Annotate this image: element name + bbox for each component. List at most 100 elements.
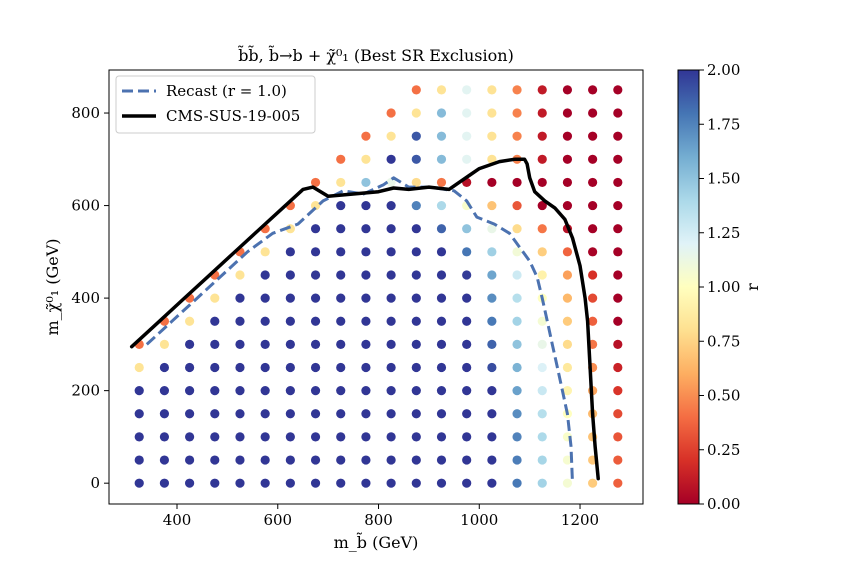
scatter-point: [613, 85, 623, 95]
scatter-point: [411, 177, 421, 188]
scatter-point: [260, 432, 270, 442]
scatter-point: [285, 386, 295, 396]
scatter-point: [411, 108, 421, 118]
scatter-point: [235, 455, 245, 465]
scatter-point: [487, 316, 497, 326]
scatter-point: [210, 386, 220, 396]
colorbar-ticks: 0.00 0.25 0.50 0.75 1.00 1.25 1.50 1.75 2.00: [699, 61, 740, 513]
scatter-point: [361, 409, 371, 419]
scatter-points: [134, 85, 623, 488]
scatter-point: [285, 339, 295, 349]
scatter-point: [537, 131, 547, 141]
scatter-point: [562, 478, 573, 488]
scatter-point: [588, 293, 598, 303]
scatter-point: [386, 131, 396, 141]
scatter-point: [436, 108, 447, 118]
colorbar-tick-label: 1.25: [707, 224, 740, 242]
scatter-point: [613, 247, 623, 257]
colorbar-tick-label: 2.00: [707, 61, 740, 79]
scatter-point: [235, 386, 245, 396]
scatter-point: [512, 455, 522, 465]
colorbar-tick-label: 0.25: [707, 441, 740, 459]
scatter-point: [310, 339, 321, 349]
scatter-point: [386, 455, 396, 465]
scatter-point: [487, 362, 497, 373]
scatter-point: [411, 362, 421, 373]
scatter-point: [134, 362, 144, 373]
scatter-point: [537, 478, 547, 488]
scatter-point: [134, 478, 144, 488]
scatter-point: [462, 432, 472, 442]
scatter-point: [487, 293, 497, 303]
scatter-point: [512, 339, 522, 349]
scatter-point: [436, 293, 447, 303]
scatter-point: [386, 270, 396, 280]
scatter-point: [512, 177, 522, 188]
scatter-point: [436, 247, 447, 257]
scatter-point: [260, 455, 270, 465]
scatter-point: [462, 362, 472, 373]
scatter-point: [336, 478, 346, 488]
scatter-point: [386, 409, 396, 419]
scatter-point: [134, 455, 144, 465]
chart-title: b̃b̃, b̃→b + χ̃⁰₁ (Best SR Exclusion): [238, 45, 514, 65]
scatter-point: [159, 339, 170, 349]
colorbar-tick-label: 1.50: [707, 170, 740, 188]
scatter-point: [462, 85, 472, 95]
scatter-point: [562, 362, 573, 373]
scatter-point: [562, 339, 573, 349]
scatter-point: [260, 409, 270, 419]
scatter-point: [462, 154, 472, 164]
scatter-point: [361, 455, 371, 465]
scatter-point: [235, 409, 245, 419]
scatter-point: [537, 386, 547, 396]
x-tick-label: 400: [163, 511, 192, 529]
scatter-point: [285, 316, 295, 326]
scatter-point: [386, 224, 396, 234]
scatter-point: [436, 432, 447, 442]
scatter-point: [285, 432, 295, 442]
y-axis: 0 200 400 600 800: [71, 104, 109, 492]
scatter-point: [537, 154, 547, 164]
colorbar-tick-label: 0.00: [707, 495, 740, 513]
scatter-point: [210, 316, 220, 326]
scatter-point: [185, 362, 195, 373]
scatter-point: [613, 224, 623, 234]
scatter-point: [260, 339, 270, 349]
scatter-point: [487, 131, 497, 141]
scatter-point: [537, 224, 547, 234]
scatter-point: [537, 108, 547, 118]
scatter-point: [512, 386, 522, 396]
scatter-point: [310, 316, 321, 326]
scatter-point: [562, 293, 573, 303]
scatter-point: [386, 200, 396, 211]
scatter-point: [436, 409, 447, 419]
scatter-point: [613, 293, 623, 303]
scatter-point: [562, 85, 573, 95]
scatter-point: [512, 224, 522, 234]
scatter-point: [411, 200, 421, 211]
scatter-point: [411, 293, 421, 303]
scatter-point: [562, 131, 573, 141]
scatter-point: [285, 362, 295, 373]
scatter-point: [537, 177, 547, 188]
scatter-point: [462, 339, 472, 349]
scatter-point: [235, 339, 245, 349]
scatter-point: [310, 200, 321, 211]
scatter-point: [588, 108, 598, 118]
scatter-point: [613, 200, 623, 211]
scatter-point: [260, 386, 270, 396]
scatter-point: [361, 478, 371, 488]
plot-frame: [108, 69, 644, 505]
scatter-point: [487, 247, 497, 257]
scatter-point: [185, 455, 195, 465]
scatter-point: [512, 362, 522, 373]
scatter-point: [436, 154, 447, 164]
scatter-point: [512, 270, 522, 280]
scatter-point: [462, 131, 472, 141]
scatter-point: [361, 386, 371, 396]
scatter-point: [436, 339, 447, 349]
scatter-point: [537, 247, 547, 257]
scatter-point: [512, 316, 522, 326]
scatter-point: [613, 339, 623, 349]
